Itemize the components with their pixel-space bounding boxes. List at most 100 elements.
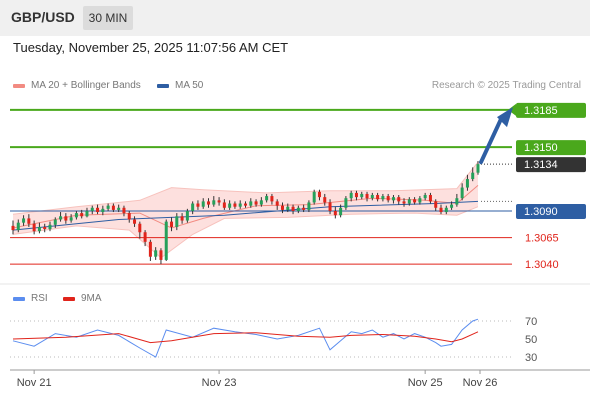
- candle-body: [69, 217, 73, 221]
- candle-body: [265, 196, 269, 201]
- candle-body: [439, 207, 443, 213]
- candle-body: [148, 241, 152, 257]
- candle-body: [244, 203, 247, 206]
- candle-body: [465, 179, 469, 188]
- rsi-ma-line: [12, 331, 479, 344]
- candle-body: [96, 207, 100, 213]
- candle-body: [407, 199, 411, 204]
- rsi-ma-legend-label: 9MA: [81, 293, 102, 304]
- level-label-1.3040: 1.3040: [525, 259, 559, 271]
- candle-body: [434, 201, 438, 208]
- candle-body: [196, 203, 200, 207]
- candle-body: [323, 197, 327, 203]
- bollinger-upper-line: [12, 161, 479, 215]
- candle-body: [280, 205, 284, 210]
- forecast-arrow-shaft: [479, 117, 503, 165]
- candle-body: [106, 205, 110, 209]
- candle-body: [402, 201, 406, 204]
- level-tag-1.3185: [516, 102, 586, 118]
- candle-body: [22, 218, 26, 223]
- candle-body: [154, 250, 158, 257]
- level-label-1.3090: 1.3090: [524, 206, 558, 218]
- candle-body: [64, 216, 68, 221]
- candle-body: [101, 208, 105, 213]
- candle-body: [476, 164, 480, 173]
- candle-body: [391, 197, 395, 201]
- bb-legend-swatch: [13, 84, 25, 88]
- bollinger-band-fill: [13, 162, 478, 258]
- forecast-arrow-head: [497, 107, 513, 128]
- candle-body: [143, 232, 147, 242]
- level-label-1.3065: 1.3065: [525, 233, 559, 245]
- rsi-line: [12, 318, 479, 358]
- rsi-legend-label: RSI: [31, 293, 48, 304]
- last-price-label: 1.3134: [524, 159, 558, 171]
- candle-body: [386, 196, 390, 201]
- candle-body: [460, 187, 464, 199]
- candle-body: [296, 207, 300, 211]
- candle-body: [133, 219, 137, 224]
- candle-body: [127, 213, 131, 220]
- candle-body: [175, 216, 179, 227]
- candle-body: [312, 191, 316, 203]
- candle-body: [344, 198, 348, 208]
- candle-body: [275, 201, 279, 206]
- candle-body: [365, 193, 369, 199]
- timeframe-button[interactable]: 30 MIN: [83, 6, 133, 30]
- x-tick-label: Nov 23: [202, 377, 237, 389]
- x-tick-label: Nov 21: [17, 377, 52, 389]
- candle-body: [90, 207, 94, 211]
- candle-body: [217, 200, 221, 203]
- chart-header: GBP/USD 30 MIN: [0, 0, 590, 36]
- candle-body: [418, 198, 422, 203]
- candle-body: [397, 197, 401, 202]
- candle-body: [138, 223, 142, 233]
- rsi-tick-70: 70: [525, 316, 537, 328]
- candle-body: [238, 203, 242, 207]
- candle-body: [43, 226, 47, 230]
- candle-body: [376, 195, 380, 200]
- candle-body: [307, 202, 311, 210]
- candle-body: [302, 207, 306, 210]
- rsi-legend-swatch: [13, 297, 25, 301]
- candle-body: [164, 221, 168, 260]
- candle-body: [85, 210, 89, 217]
- candle-body: [370, 195, 374, 199]
- candle-body: [317, 191, 321, 198]
- candle-body: [170, 221, 174, 227]
- candle-body: [32, 223, 36, 232]
- candle-body: [111, 205, 115, 210]
- candle-body: [159, 250, 163, 260]
- candle-body: [59, 216, 63, 220]
- candle-body: [11, 225, 15, 231]
- candle-body: [222, 202, 226, 208]
- candle-body: [74, 213, 78, 218]
- rsi-ma-legend-swatch: [63, 297, 75, 301]
- candle-body: [286, 206, 290, 210]
- candle-body: [53, 219, 57, 225]
- candle-body: [360, 193, 364, 198]
- candle-body: [180, 216, 184, 221]
- level-tag-1.3150: [516, 140, 586, 156]
- candle-body: [233, 203, 237, 207]
- ma50-legend-label: MA 50: [175, 80, 204, 91]
- candle-body: [450, 204, 454, 208]
- candle-body: [339, 207, 343, 216]
- rsi-tick-50: 50: [525, 334, 537, 346]
- symbol-label: GBP/USD: [11, 9, 75, 25]
- candle-body: [354, 192, 358, 198]
- candle-body: [291, 206, 295, 211]
- bb-legend-label: MA 20 + Bollinger Bands: [31, 80, 141, 91]
- bollinger-lower-line: [12, 206, 479, 259]
- candle-body: [270, 196, 274, 202]
- level-tag-1.3090: [516, 203, 586, 219]
- candle-body: [444, 207, 448, 213]
- credit-text: Research © 2025 Trading Central: [431, 80, 581, 91]
- candle-body: [207, 201, 211, 205]
- candle-body: [117, 207, 121, 210]
- candle-body: [413, 199, 417, 203]
- candle-body: [80, 213, 84, 217]
- candle-body: [471, 172, 475, 180]
- candle-body: [349, 192, 353, 199]
- candle-body: [428, 195, 432, 202]
